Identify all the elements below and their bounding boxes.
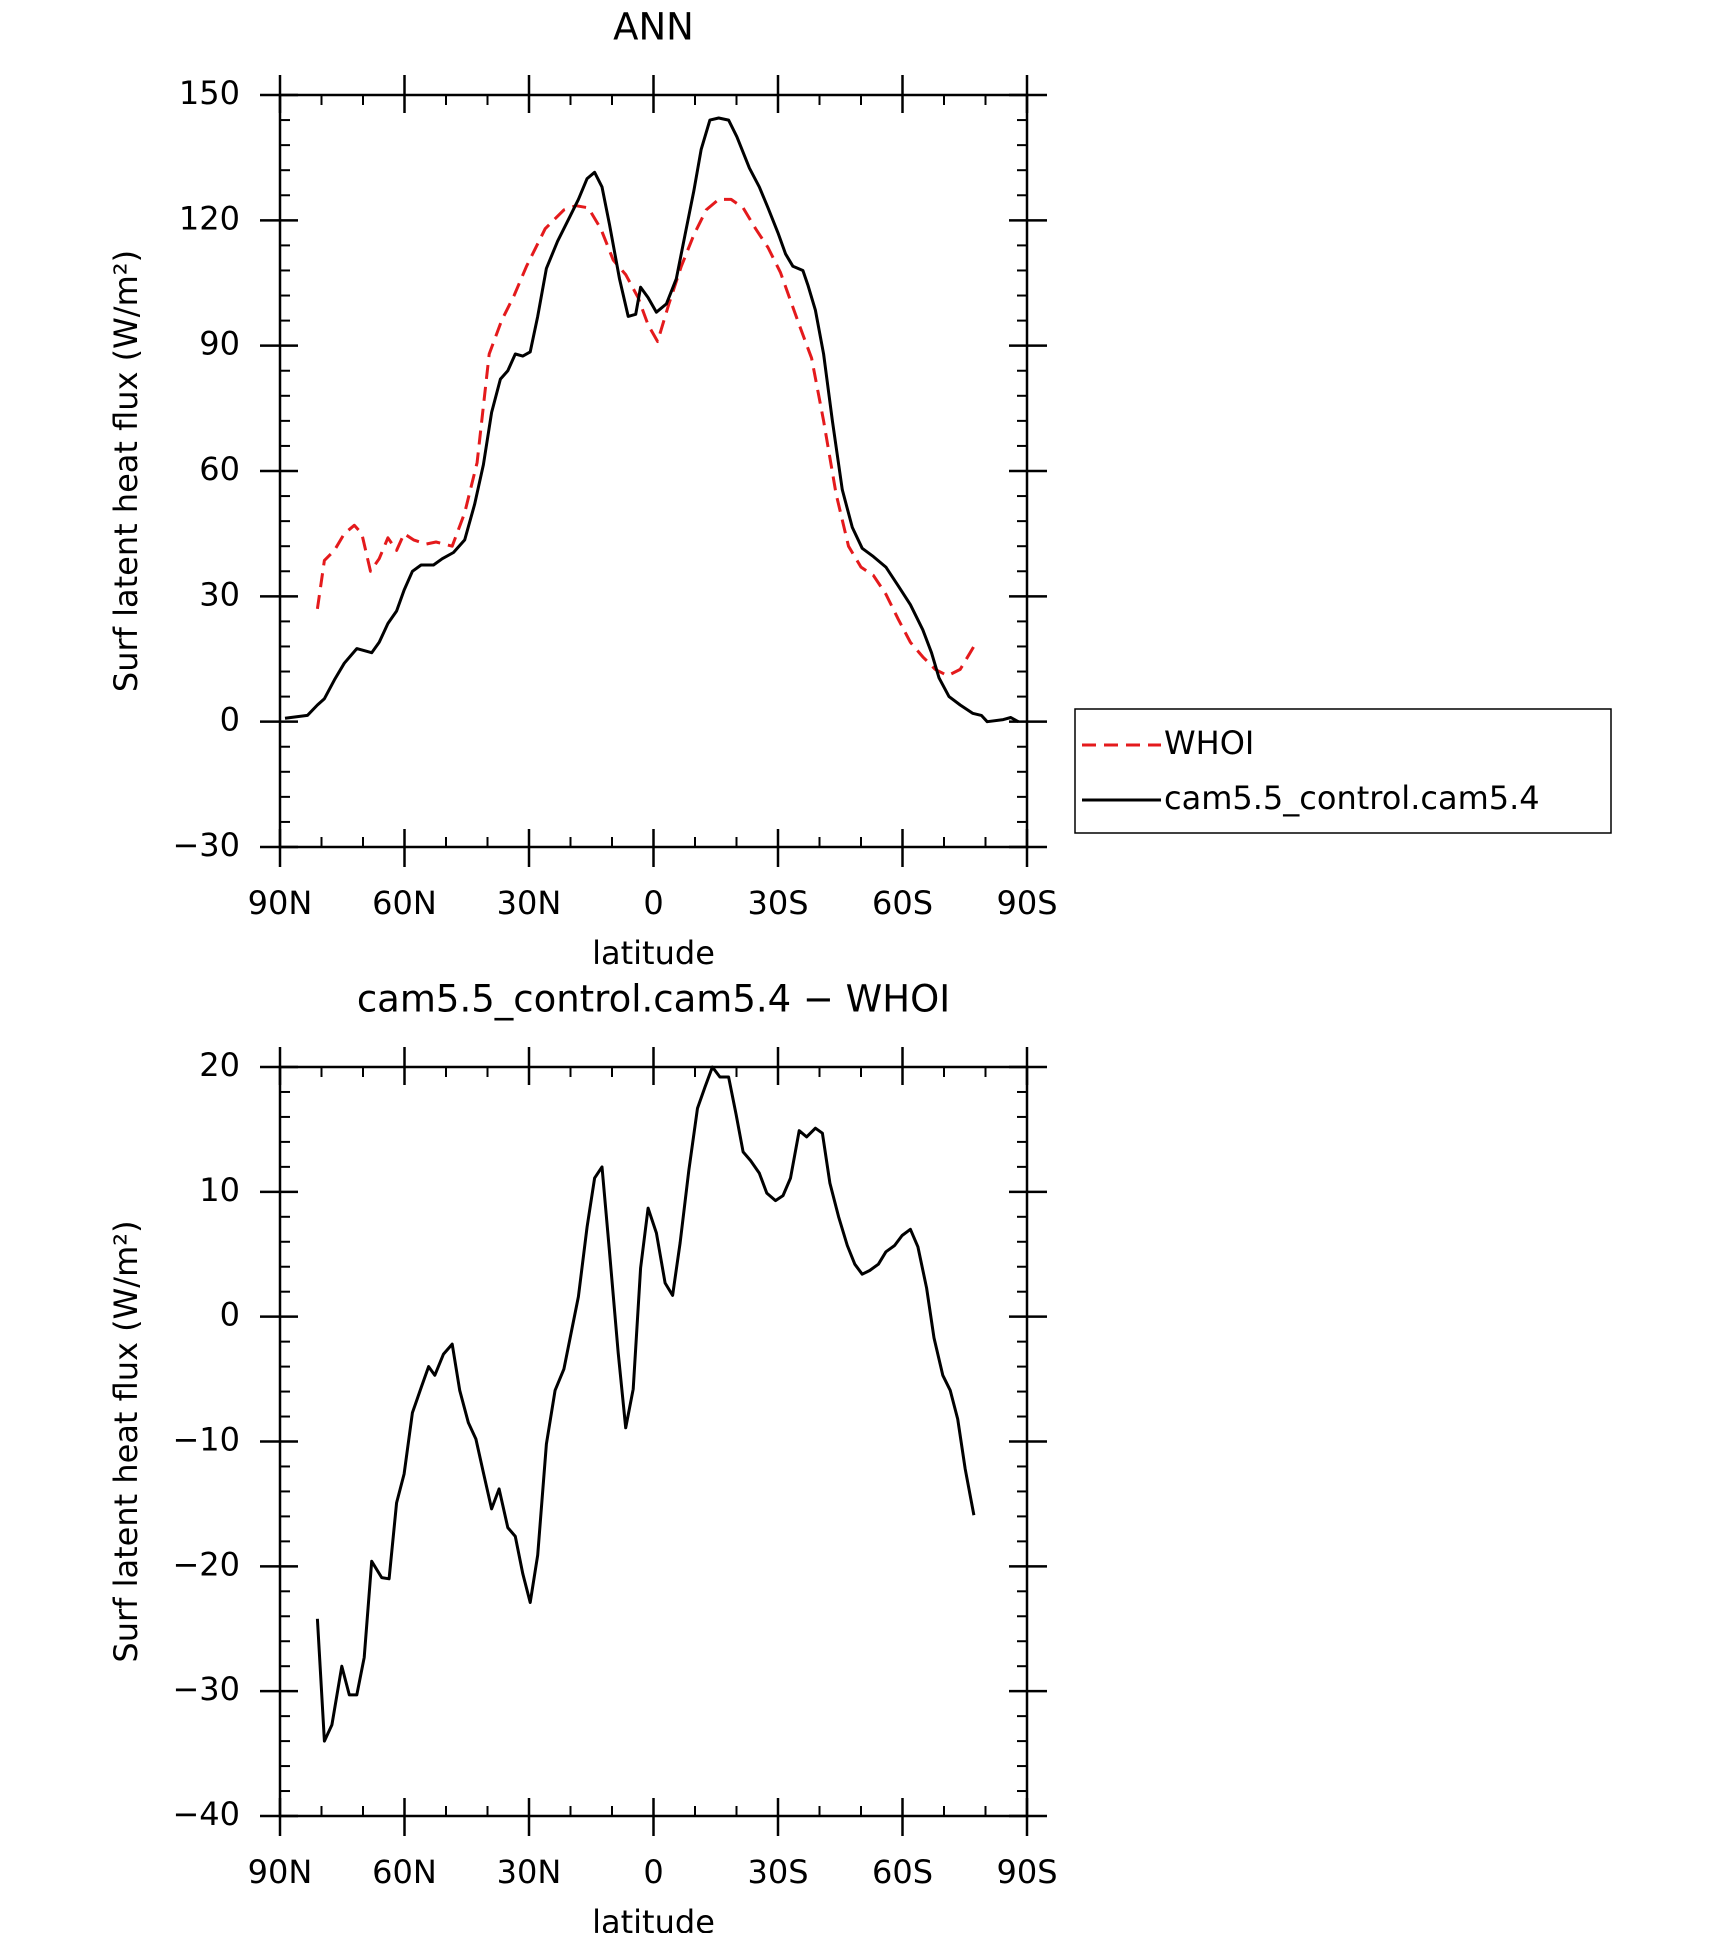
legend-label: cam5.5_control.cam5.4 [1164, 779, 1540, 817]
y-tick-label: 30 [199, 575, 240, 613]
y-tick-label: 20 [199, 1046, 240, 1084]
x-tick-label: 0 [643, 884, 663, 922]
x-tick-label: 90N [248, 1853, 313, 1891]
y-tick-label: −40 [172, 1795, 240, 1833]
legend-box [1074, 708, 1612, 834]
y-tick-label: 60 [199, 450, 240, 488]
y-tick-label: 0 [220, 701, 240, 739]
x-tick-label: 30N [497, 884, 562, 922]
y-tick-label: −10 [172, 1421, 240, 1459]
chart-title: cam5.5_control.cam5.4 − WHOI [357, 978, 950, 1021]
y-tick-label: 10 [199, 1171, 240, 1209]
chart-title: ANN [613, 6, 694, 49]
legend-label: WHOI [1164, 724, 1254, 762]
y-tick-label: 150 [179, 74, 240, 112]
x-tick-label: 60S [872, 884, 933, 922]
x-tick-label: 90N [248, 884, 313, 922]
x-axis-label: latitude [592, 934, 715, 972]
x-tick-label: 0 [643, 1853, 663, 1891]
y-tick-label: −20 [172, 1545, 240, 1583]
x-tick-label: 30N [497, 1853, 562, 1891]
data-line [284, 116, 1020, 724]
data-line [315, 1065, 976, 1743]
x-tick-label: 30S [747, 884, 808, 922]
x-tick-label: 30S [747, 1853, 808, 1891]
chart-panel: cam5.5_control.cam5.4 − WHOI latitude Surf… [107, 978, 1058, 1933]
plot-frame [278, 1065, 1029, 1818]
y-tick-label: 90 [199, 325, 240, 363]
x-tick-label: 90S [996, 1853, 1057, 1891]
chart-panel: ANN latitude Surf latent heat flux (W/m²) −… [107, 6, 1612, 972]
data-line [315, 197, 977, 678]
x-axis-label: latitude [592, 1903, 715, 1933]
y-tick-label: 120 [179, 199, 240, 237]
x-tick-label: 60N [372, 1853, 437, 1891]
x-tick-label: 60S [872, 1853, 933, 1891]
plot-frame [278, 93, 1029, 849]
y-axis-label: Surf latent heat flux (W/m²) [107, 250, 145, 692]
y-tick-label: 0 [220, 1296, 240, 1334]
y-tick-label: −30 [172, 826, 240, 864]
x-tick-label: 90S [996, 884, 1057, 922]
x-tick-label: 60N [372, 884, 437, 922]
y-tick-label: −30 [172, 1670, 240, 1708]
y-axis-label: Surf latent heat flux (W/m²) [107, 1220, 145, 1662]
